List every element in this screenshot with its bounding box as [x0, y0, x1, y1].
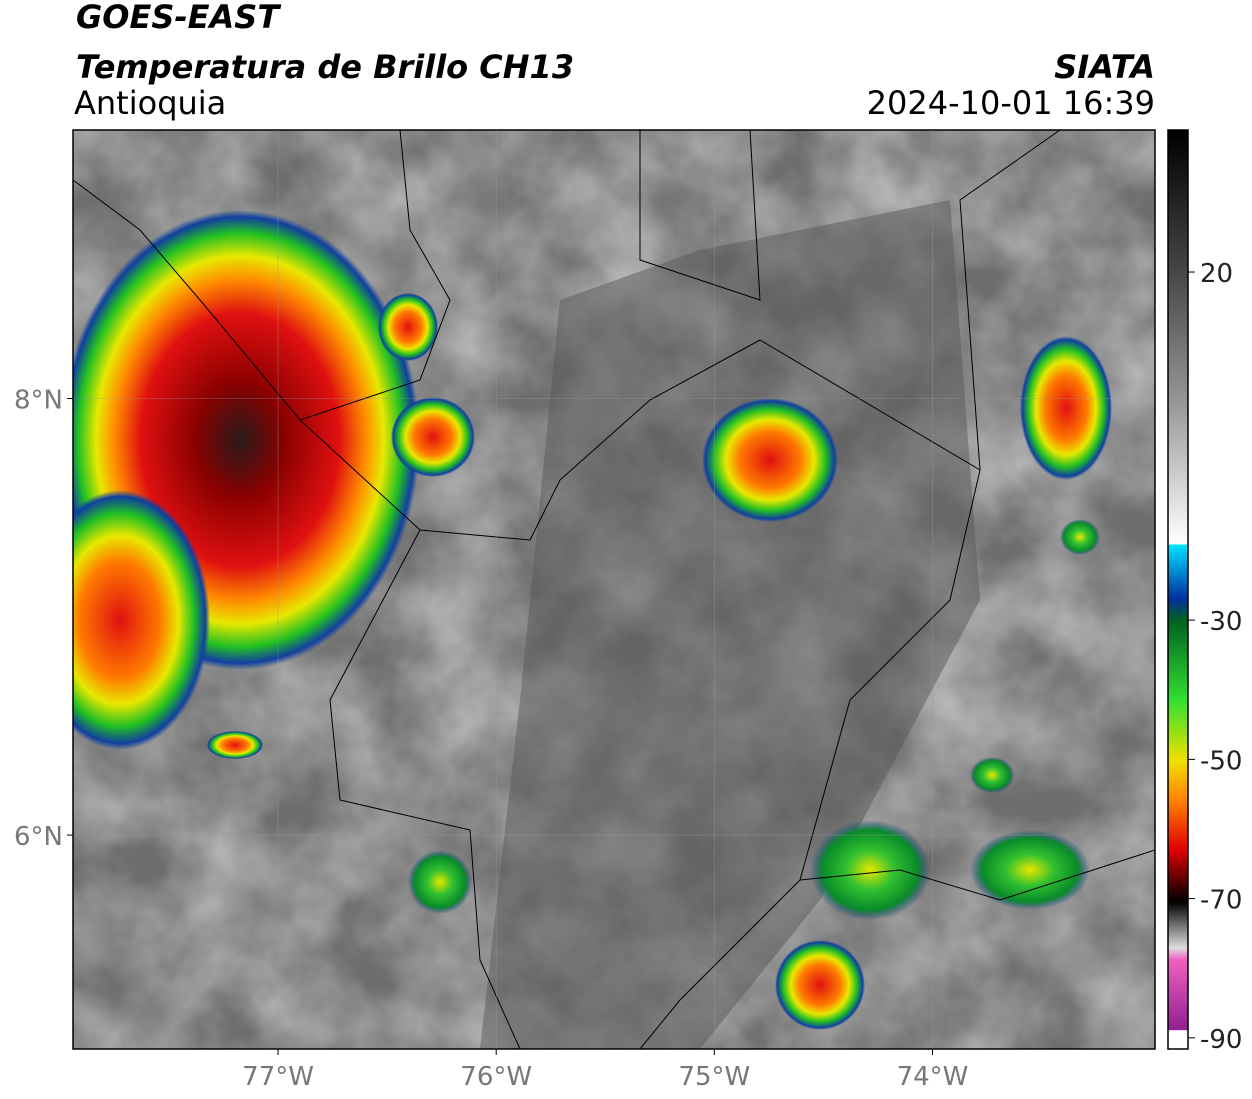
title: GOES-EAST	[76, 0, 281, 36]
storm-cell	[970, 830, 1090, 910]
colorbar-tick-label: -30	[1200, 607, 1242, 637]
storm-cell	[702, 398, 838, 522]
storm-cell	[378, 293, 438, 361]
region: Antioquia	[74, 84, 226, 122]
storm-cell	[970, 757, 1014, 793]
storm-cell	[1060, 519, 1100, 555]
x-tick-label: 75°W	[678, 1062, 750, 1092]
colorbar-tick-label: -90	[1200, 1025, 1242, 1055]
storm-cell	[408, 850, 472, 914]
source: SIATA	[1054, 48, 1155, 86]
valley-shading	[480, 200, 980, 1049]
y-tick-label: 8°N	[14, 385, 63, 415]
colorbar-tick-label: 20	[1200, 259, 1233, 289]
colorbar-tick-label: -50	[1200, 746, 1242, 776]
x-tick-label: 76°W	[460, 1062, 532, 1092]
map-frame	[72, 129, 1156, 1050]
storm-cell	[207, 731, 263, 759]
x-tick-label: 77°W	[242, 1062, 314, 1092]
storm-cell	[1020, 336, 1112, 480]
map-image	[73, 130, 1155, 1049]
storm-cell	[391, 397, 475, 477]
boundaries	[73, 130, 1155, 1049]
datetime: 2024-10-01 16:39	[867, 84, 1155, 122]
y-tick-label: 6°N	[14, 822, 63, 852]
subtitle: Temperatura de Brillo CH13	[76, 48, 574, 86]
colorbar	[1167, 129, 1189, 1050]
storm-cell	[73, 490, 210, 750]
colorbar-tick-label: -70	[1200, 886, 1242, 916]
storm-cell	[775, 940, 865, 1030]
storm-cell	[810, 820, 930, 920]
x-tick-label: 74°W	[897, 1062, 969, 1092]
